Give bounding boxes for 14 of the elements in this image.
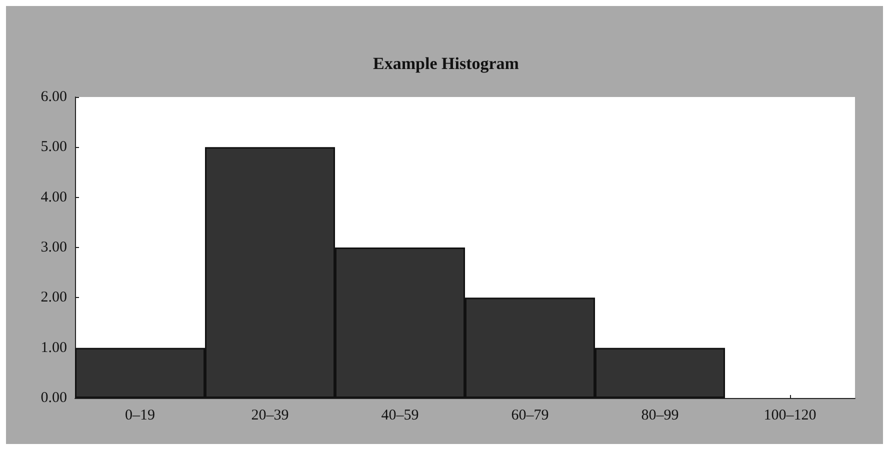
x-tick-label: 100–120: [764, 408, 816, 424]
y-tick-label: 4.00: [40, 189, 67, 206]
x-tick-label: 0–19: [125, 408, 155, 424]
x-tick-label: 80–99: [641, 408, 679, 424]
y-tick-label: 3.00: [40, 240, 67, 256]
y-tick-label: 5.00: [40, 139, 67, 156]
y-tick-label: 0.00: [40, 390, 67, 406]
chart-title: Example Histogram: [373, 54, 519, 73]
y-tick-label: 6.00: [40, 89, 67, 105]
x-tick-label: 40–59: [381, 408, 419, 424]
y-tick-label: 2.00: [40, 290, 67, 306]
y-tick-label: 1.00: [40, 340, 67, 356]
x-tick-label: 20–39: [251, 408, 289, 424]
x-tick-label: 60–79: [511, 408, 549, 424]
